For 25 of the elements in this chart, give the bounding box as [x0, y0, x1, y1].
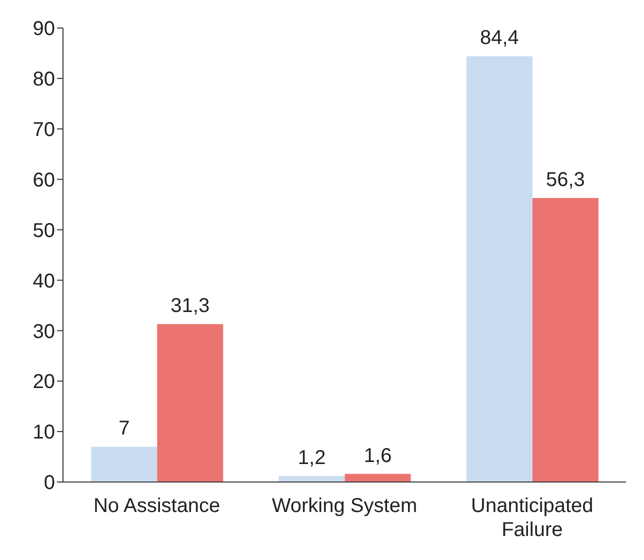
y-tick-label: 20: [32, 371, 55, 394]
y-tick-label: 60: [32, 169, 55, 192]
y-tick-label: 70: [32, 118, 55, 141]
bar: [278, 476, 345, 482]
bar: [466, 56, 532, 482]
y-tick-label: 50: [32, 220, 55, 242]
data-label: 84,4: [480, 27, 519, 50]
y-tick-label: 40: [32, 270, 55, 292]
bar: [532, 198, 598, 482]
x-tick-label: No Assistance: [93, 495, 220, 517]
y-tick-label: 10: [32, 422, 55, 444]
x-tick-label: Working System: [272, 495, 418, 517]
y-tick-label: 30: [32, 320, 55, 343]
y-tick-label: 80: [32, 68, 55, 91]
x-tick-label: Unanticipated Failure: [471, 495, 594, 541]
data-label: 7: [118, 418, 130, 440]
data-label: 56,3: [546, 169, 585, 191]
data-label: 1,6: [364, 444, 392, 467]
bar: [91, 446, 158, 482]
y-tick-label: 90: [32, 18, 55, 40]
y-tick-label: 0: [44, 472, 55, 494]
data-label: 1,2: [298, 446, 326, 469]
bar: [157, 324, 224, 482]
data-label: 31,3: [170, 295, 210, 318]
bar: [344, 474, 411, 482]
